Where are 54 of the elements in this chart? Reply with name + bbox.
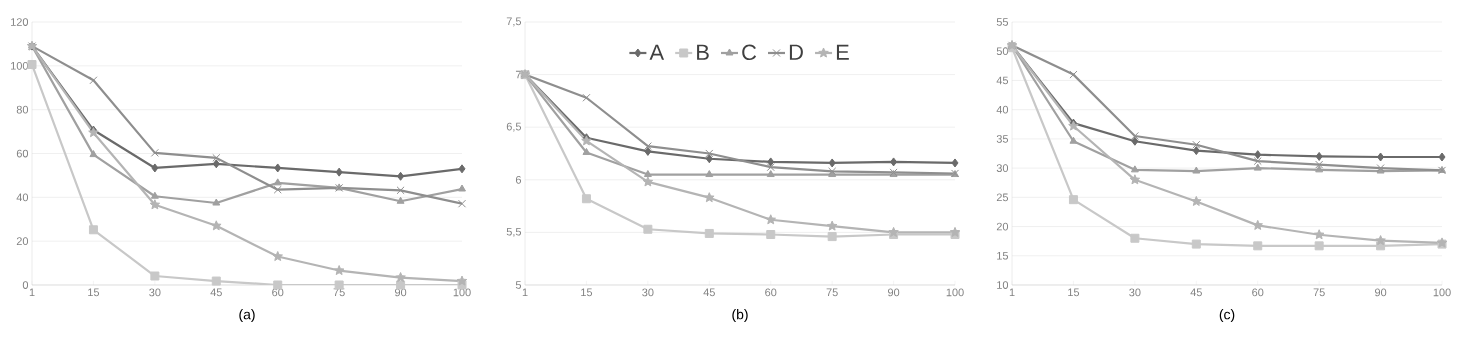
x-tick-label: 15 <box>1068 288 1080 297</box>
x-tick-label: 1 <box>1009 288 1015 297</box>
y-tick-label: 100 <box>11 61 29 70</box>
x-tick-label: 60 <box>272 288 284 297</box>
x-tick-label: 90 <box>395 288 407 297</box>
x-tick-label: 45 <box>1190 288 1202 297</box>
x-tick-label: 15 <box>88 288 100 297</box>
y-tick-label: 0 <box>22 281 29 289</box>
x-tick-label: 60 <box>765 288 777 297</box>
legend-label: E <box>836 44 849 60</box>
x-tick-label: 30 <box>149 288 161 297</box>
y-tick-label: 20 <box>996 222 1009 231</box>
y-tick-label: 7,5 <box>506 17 522 27</box>
y-tick-label: 50 <box>996 47 1009 56</box>
y-tick-label: 120 <box>11 18 29 26</box>
y-tick-label: 10 <box>997 281 1009 289</box>
x-tick-label: 75 <box>1313 288 1325 297</box>
x-axis-title: (a) <box>239 309 255 323</box>
x-tick-label: 75 <box>826 288 838 297</box>
y-tick-label: 25 <box>996 193 1009 202</box>
y-tick-label: 20 <box>16 237 29 246</box>
y-tick-label: 6,5 <box>506 122 522 132</box>
y-tick-label: 40 <box>16 193 29 202</box>
x-tick-label: 30 <box>1129 288 1141 297</box>
legend-label: D <box>789 44 803 60</box>
x-tick-label: 100 <box>1433 288 1451 297</box>
x-tick-label: 30 <box>642 288 654 297</box>
y-tick-label: 55 <box>996 18 1009 26</box>
y-tick-label: 7 <box>515 70 521 79</box>
x-tick-label: 45 <box>210 288 222 297</box>
x-tick-label: 100 <box>946 288 964 297</box>
y-tick-label: 5,5 <box>506 227 522 237</box>
x-tick-label: 45 <box>703 288 715 297</box>
y-tick-label: 6 <box>515 175 522 184</box>
y-tick-label: 5 <box>515 281 522 289</box>
y-tick-label: 35 <box>996 135 1009 143</box>
x-tick-label: 1 <box>522 288 528 297</box>
x-axis-title: (c) <box>1219 309 1235 323</box>
x-tick-label: 60 <box>1252 288 1264 297</box>
x-tick-label: 90 <box>1375 288 1387 297</box>
y-tick-label: 15 <box>997 251 1009 260</box>
legend-label: B <box>697 44 709 60</box>
y-tick-label: 45 <box>996 76 1009 85</box>
y-tick-label: 80 <box>16 105 29 114</box>
legend-label: C <box>742 44 757 61</box>
x-tick-label: 90 <box>888 288 900 297</box>
legend-label: A <box>649 44 665 60</box>
y-tick-label: 40 <box>996 105 1009 114</box>
x-tick-label: 1 <box>29 288 35 297</box>
x-axis-title: (b) <box>732 309 748 323</box>
x-tick-label: 15 <box>581 288 593 297</box>
y-tick-label: 30 <box>996 164 1009 172</box>
x-tick-label: 100 <box>453 288 471 297</box>
y-tick-label: 60 <box>16 149 29 158</box>
